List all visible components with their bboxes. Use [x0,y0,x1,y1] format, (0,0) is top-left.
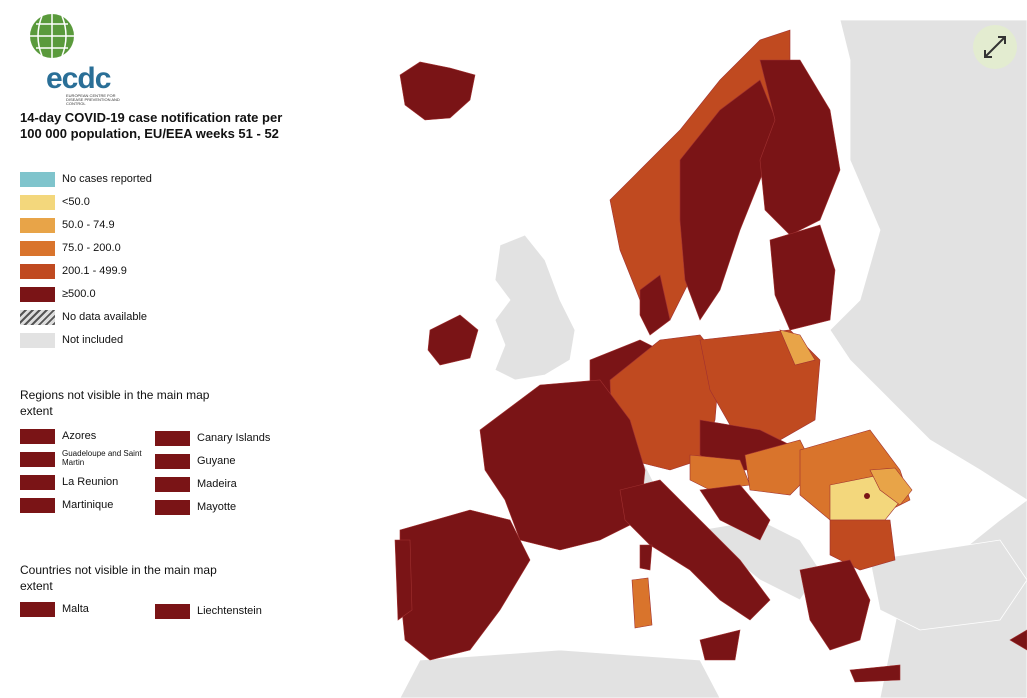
legend-swatch [155,500,190,515]
legend-swatch [20,172,55,187]
expand-icon[interactable] [984,36,1006,58]
legend-label: Azores [62,430,97,442]
legend-label: 200.1 - 499.9 [62,265,127,277]
expand-button[interactable] [973,25,1017,69]
logo-name: ecdc [46,62,111,95]
legend-label: Martinique [62,499,114,511]
legend-swatch [20,498,55,513]
legend-swatch [20,287,55,302]
legend-label: 50.0 - 74.9 [62,219,115,231]
legend-label: Malta [62,603,89,615]
legend-label: Guyane [197,455,236,467]
legend-swatch [20,452,55,467]
legend-swatch [155,604,190,619]
legend-label: <50.0 [62,196,90,208]
legend-label: ≥500.0 [62,288,96,300]
legend-swatch [20,218,55,233]
legend-swatch [20,241,55,256]
legend-title: 14-day COVID-19 case notification rate p… [20,110,283,141]
legend-label: No data available [62,311,148,323]
regions-heading: Regions not visible in the main map exte… [20,388,210,418]
legend-swatch [20,264,55,279]
map-countries [394,29,1027,683]
legend-swatch [20,429,55,444]
logo-globe [30,14,74,58]
legend-label: Guadeloupe and Saint Martin [62,449,142,467]
legend-swatch [20,195,55,210]
countries-heading: Countries not visible in the main map ex… [20,563,217,593]
legend-swatch [20,475,55,490]
legend-label: La Reunion [62,476,119,488]
legend-swatch [20,602,55,617]
legend-swatch [155,477,190,492]
legend-label: Mayotte [197,501,237,513]
legend-swatch [20,333,55,348]
legend-label: Canary Islands [197,432,271,444]
legend-swatch [20,310,55,325]
legend-label: Madeira [197,478,237,490]
logo-subtitle: EUROPEAN CENTRE FOR DISEASE PREVENTION A… [66,93,120,106]
legend-label: No cases reported [62,173,152,185]
legend-swatch [155,431,190,446]
legend-label: Liechtenstein [197,605,262,617]
legend-swatch [155,454,190,469]
legend-label: 75.0 - 200.0 [62,242,121,254]
legend-label: Not included [62,334,124,346]
city-marker [864,493,870,499]
